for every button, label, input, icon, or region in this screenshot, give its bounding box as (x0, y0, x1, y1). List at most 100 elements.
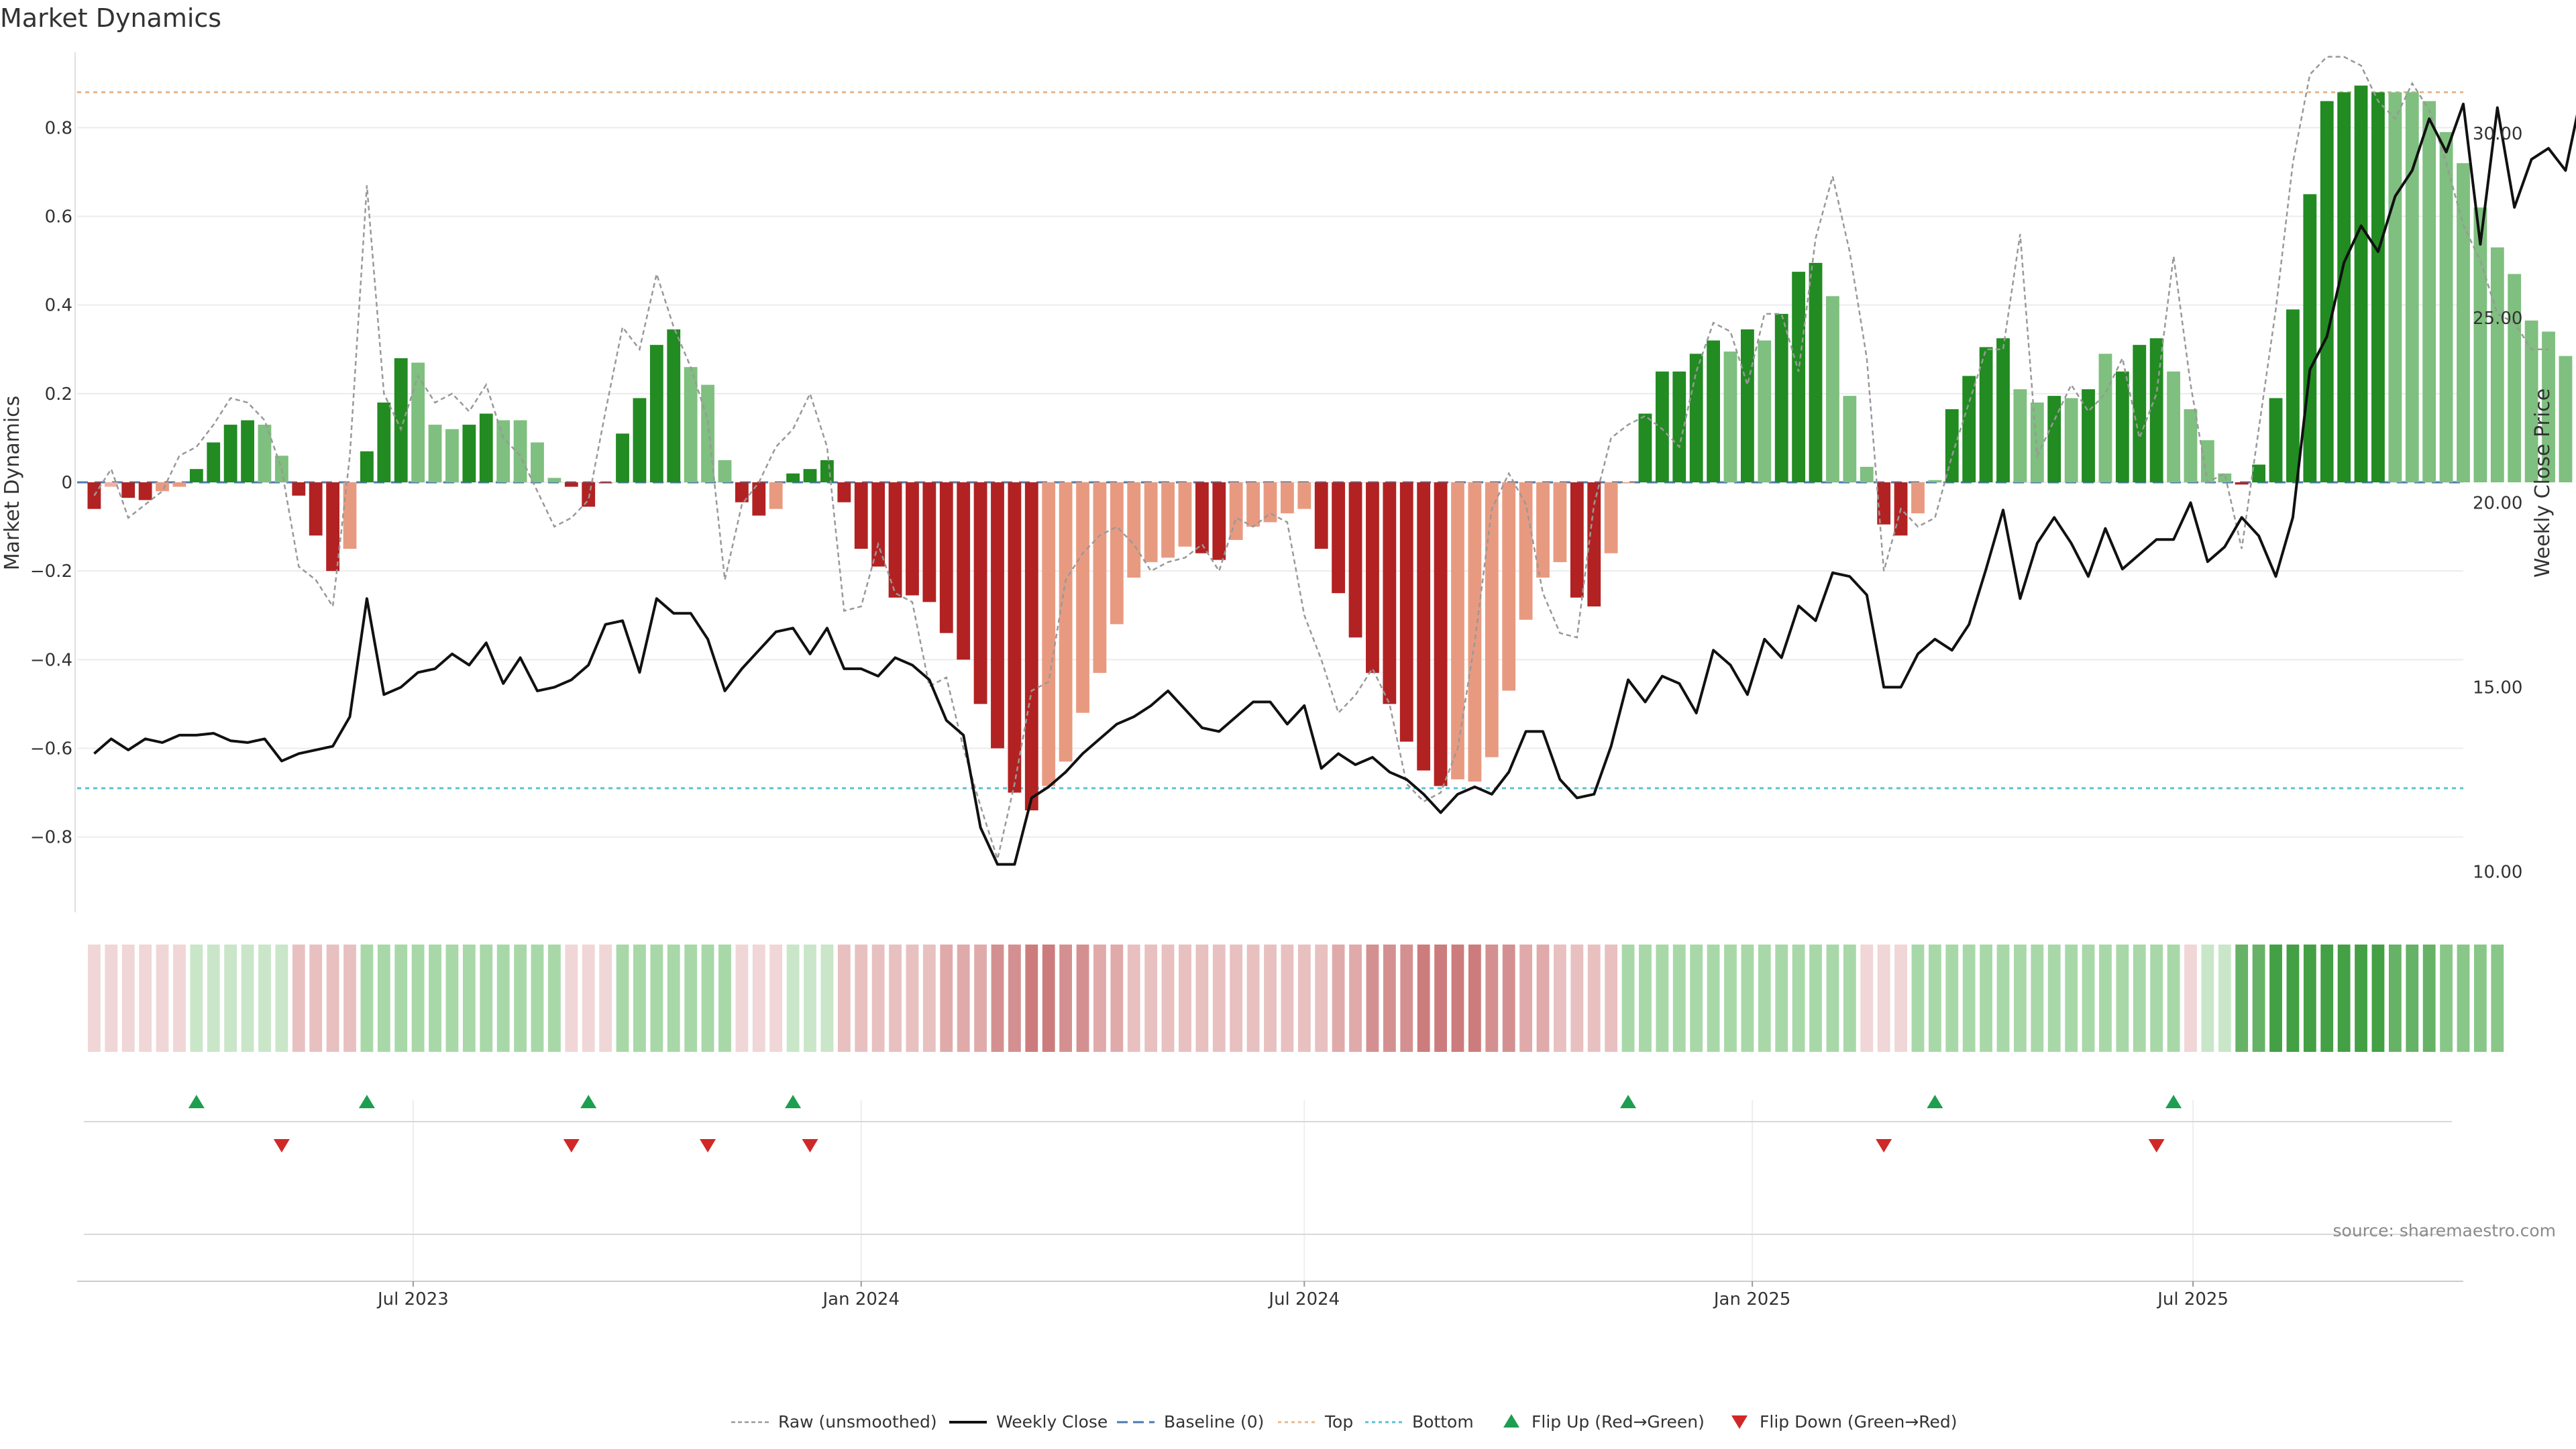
y-tick-label-left: 0.2 (45, 384, 72, 405)
dynamics-bar (564, 482, 578, 487)
regime-cell (1349, 945, 1362, 1052)
dynamics-bar (411, 362, 425, 482)
dynamics-bar (1417, 482, 1431, 771)
dynamics-bar (1689, 354, 1703, 482)
regime-cell (2116, 945, 2129, 1052)
dynamics-bar (1451, 482, 1464, 780)
dynamics-bar (2047, 396, 2061, 482)
regime-cell (1230, 945, 1243, 1052)
dynamics-bar (479, 413, 493, 482)
regime-cell (480, 945, 493, 1052)
dynamics-bar (667, 329, 681, 482)
dynamics-bar (2490, 247, 2504, 482)
regime-cell (804, 945, 816, 1052)
regime-cell (667, 945, 680, 1052)
regime-cell (1741, 945, 1754, 1052)
regime-cell (769, 945, 783, 1052)
dynamics-bar (991, 482, 1004, 749)
regime-cell (531, 945, 544, 1052)
regime-cell (1076, 945, 1089, 1052)
regime-cell (1434, 945, 1447, 1052)
dynamics-bar (189, 469, 203, 482)
flip-up-marker (580, 1095, 597, 1108)
regime-cell (462, 945, 476, 1052)
dynamics-bar (2286, 309, 2300, 482)
regime-cell (1502, 945, 1515, 1052)
regime-cell (2252, 945, 2265, 1052)
dynamics-bar (1928, 480, 1942, 482)
dynamics-bar (1161, 482, 1175, 558)
chart-title: Market Dynamics (0, 3, 221, 33)
regime-cell (1179, 945, 1191, 1052)
y-tick-label-left: 0.4 (45, 296, 72, 316)
regime-cell (1962, 945, 1976, 1052)
dynamics-bar (2422, 101, 2436, 482)
dynamics-bar (2167, 371, 2180, 482)
regime-cell (1246, 945, 1260, 1052)
regime-cell (650, 945, 663, 1052)
regime-cell (2337, 945, 2351, 1052)
dynamics-bar (2013, 389, 2027, 482)
regime-cell (2303, 945, 2316, 1052)
dynamics-bar (1774, 313, 1788, 482)
dynamics-bar (1536, 482, 1550, 578)
dynamics-bar (1723, 352, 1737, 482)
y-tick-label-right: 10.00 (2473, 862, 2522, 882)
regime-cell (309, 945, 323, 1052)
dynamics-bar (2235, 482, 2249, 485)
dynamics-bar (769, 482, 783, 509)
regime-cell (1621, 945, 1635, 1052)
y-tick-label-left: −0.4 (30, 650, 72, 670)
regime-cell (1025, 945, 1038, 1052)
flip-up-marker (2165, 1095, 2182, 1108)
regime-cell (1008, 945, 1021, 1052)
y-tick-label-left: −0.6 (30, 739, 72, 759)
regime-cell (1417, 945, 1430, 1052)
regime-cell (991, 945, 1004, 1052)
regime-cell (1195, 945, 1209, 1052)
regime-cell (2320, 945, 2334, 1052)
dynamics-bar (547, 478, 561, 482)
dynamics-bar (649, 345, 663, 482)
dynamics-bar (326, 482, 340, 572)
regime-cell (1809, 945, 1822, 1052)
dynamics-bar (2064, 398, 2078, 482)
dynamics-bar (1962, 376, 1976, 482)
regime-cell (1605, 945, 1618, 1052)
dynamics-bar (2252, 464, 2266, 482)
regime-cell (1554, 945, 1566, 1052)
dynamics-bar (616, 433, 629, 482)
regime-cell (224, 945, 237, 1052)
legend-label: Raw (unsmoothed) (778, 1412, 937, 1432)
regime-cell (2388, 945, 2402, 1052)
dynamics-bar (582, 482, 596, 507)
regime-cell (1894, 945, 1907, 1052)
dynamics-bar (1144, 482, 1158, 562)
dynamics-bar (973, 482, 987, 704)
regime-cell (156, 945, 169, 1052)
dynamics-bar (1672, 371, 1686, 482)
regime-cell (616, 945, 629, 1052)
dynamics-bar (2133, 345, 2147, 482)
regime-cell (1656, 945, 1669, 1052)
regime-cell (855, 945, 868, 1052)
dynamics-bar (394, 358, 408, 482)
regime-cell (377, 945, 390, 1052)
regime-cell (906, 945, 919, 1052)
dynamics-bar (1553, 482, 1567, 562)
regime-cell (1775, 945, 1788, 1052)
regime-cell (786, 945, 800, 1052)
dynamics-bar (2149, 338, 2163, 482)
regime-cell (1587, 945, 1601, 1052)
regime-cell (139, 945, 152, 1052)
regime-cell (2491, 945, 2504, 1052)
regime-cell (922, 945, 936, 1052)
regime-cell (974, 945, 987, 1052)
dynamics-bar (258, 425, 272, 482)
dynamics-bar (1093, 482, 1107, 674)
regime-cell (2133, 945, 2146, 1052)
dynamics-bar (531, 442, 544, 482)
price-lines (93, 56, 2576, 866)
weekly-close-line (93, 103, 2576, 866)
regime-cell (2457, 945, 2470, 1052)
